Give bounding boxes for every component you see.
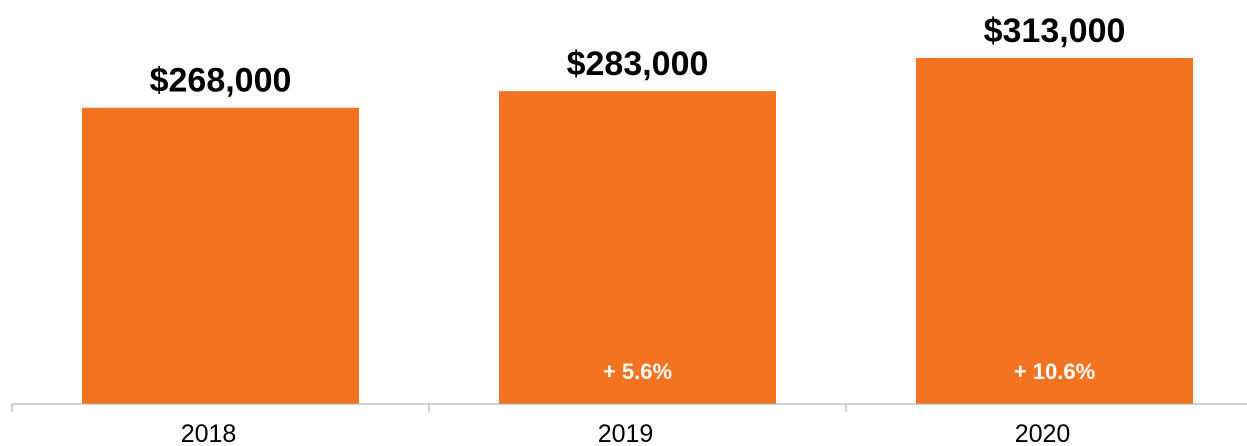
x-axis: [11, 403, 1247, 412]
change-label-2020: + 10.6%: [1014, 359, 1095, 384]
x-tick-label-2020: 2020: [1015, 420, 1071, 446]
value-label-2019: $283,000: [567, 45, 709, 83]
x-tick-label-2019: 2019: [598, 420, 654, 446]
change-label-2019: + 5.6%: [603, 359, 672, 384]
value-label-2018: $268,000: [150, 62, 292, 100]
bars-layer: [82, 58, 1193, 405]
bar-2019: [499, 91, 776, 405]
bar-2020: [916, 58, 1193, 404]
bar-2018: [82, 107, 359, 404]
labels-layer: $268,000 2018 $283,000 + 5.6% 2019 $313,000 + …: [150, 12, 1126, 446]
value-label-2020: $313,000: [984, 12, 1126, 50]
x-tick-label-2018: 2018: [181, 420, 237, 446]
